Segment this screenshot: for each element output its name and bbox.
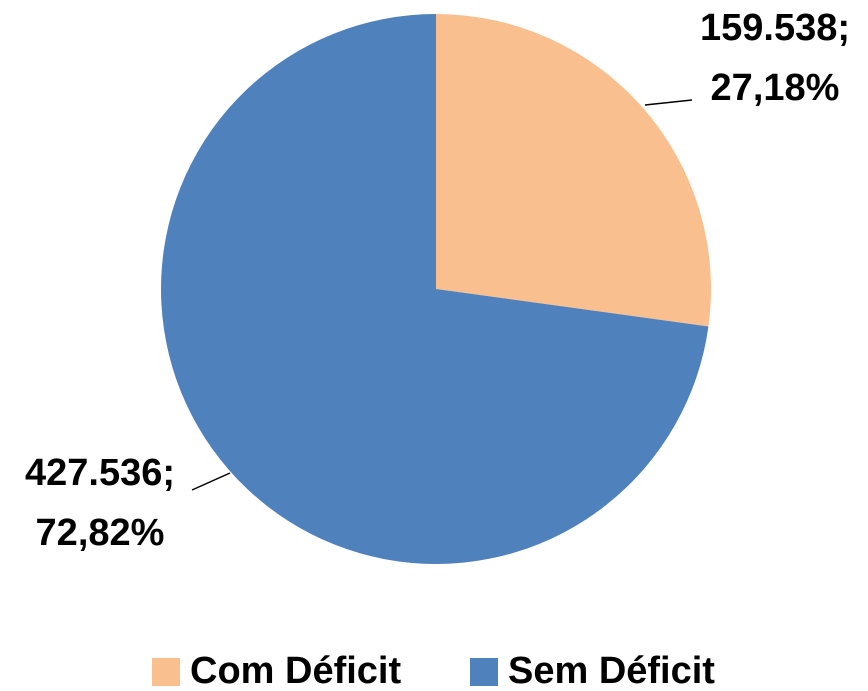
legend-swatch [470,658,498,686]
legend-label: Com Déficit [190,650,401,691]
data-label: 27,18% [711,67,840,109]
leader-line [644,99,693,106]
data-label: 72,82% [36,512,165,554]
leader-line [191,472,231,491]
legend-label: Sem Déficit [508,650,715,691]
data-label: 427.536; [25,452,175,494]
legend-swatch [152,658,180,686]
data-label: 159.538; [700,7,850,49]
pie-slice [436,14,711,327]
pie-slice [160,14,709,564]
